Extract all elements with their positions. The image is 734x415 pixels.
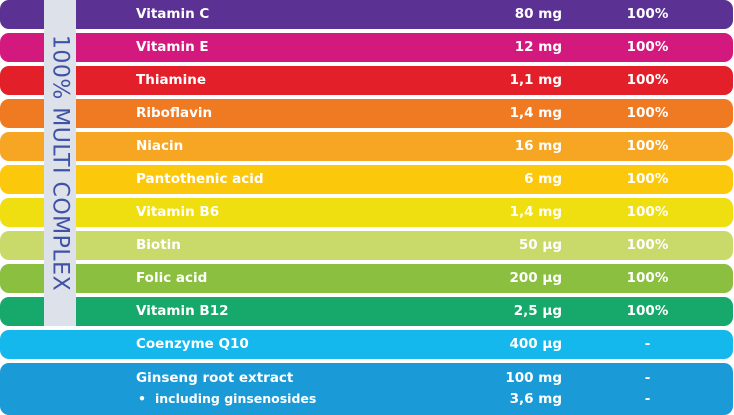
table-row: Vitamin C 80 mg 100% — [0, 0, 733, 29]
table-row: Pantothenic acid 6 mg 100% — [0, 165, 733, 194]
sub-amount: 3,6 mg — [509, 391, 562, 407]
amount: 1,1 mg — [509, 72, 562, 88]
percent: 100% — [626, 237, 669, 253]
amount: 16 mg — [514, 138, 562, 154]
nutrient-name: Pantothenic acid — [136, 171, 264, 187]
percent: 100% — [626, 105, 669, 121]
percent: 100% — [626, 6, 669, 22]
table-row: Ginseng root extract 100 mg - • including gi… — [0, 363, 733, 415]
percent: 100% — [626, 270, 669, 286]
amount: 1,4 mg — [509, 105, 562, 121]
nutrient-name: Vitamin E — [136, 39, 209, 55]
nutrient-name: Vitamin B12 — [136, 303, 229, 319]
nutrient-name: Biotin — [136, 237, 181, 253]
percent: 100% — [626, 72, 669, 88]
nutrient-name: Niacin — [136, 138, 184, 154]
table-row: Vitamin B12 2,5 µg 100% — [0, 297, 733, 326]
percent: 100% — [626, 39, 669, 55]
sub-name: including ginsenosides — [155, 391, 317, 406]
amount: 100 mg — [505, 370, 562, 386]
nutrient-name: Coenzyme Q10 — [136, 336, 249, 352]
nutrient-name: Folic acid — [136, 270, 208, 286]
amount: 1,4 mg — [509, 204, 562, 220]
table-row: Thiamine 1,1 mg 100% — [0, 66, 733, 95]
percent: 100% — [626, 204, 669, 220]
table-row: Coenzyme Q10 400 µg - — [0, 330, 733, 359]
percent: 100% — [626, 138, 669, 154]
table-row: Biotin 50 µg 100% — [0, 231, 733, 260]
amount: 6 mg — [524, 171, 562, 187]
table-row: Vitamin E 12 mg 100% — [0, 33, 733, 62]
sub-percent: - — [644, 391, 651, 407]
amount: 12 mg — [514, 39, 562, 55]
nutrient-name: Ginseng root extract — [136, 370, 294, 386]
bullet: • — [138, 391, 146, 406]
nutrient-name: Riboflavin — [136, 105, 213, 121]
table-row: Folic acid 200 µg 100% — [0, 264, 733, 293]
percent: 100% — [626, 171, 669, 187]
amount: 80 mg — [514, 6, 562, 22]
table-row: Vitamin B6 1,4 mg 100% — [0, 198, 733, 227]
amount: 50 µg — [518, 237, 562, 253]
table-row: Niacin 16 mg 100% — [0, 132, 733, 161]
percent: - — [644, 336, 651, 352]
nutrient-name: Vitamin B6 — [136, 204, 220, 220]
nutrient-name: Thiamine — [136, 72, 207, 88]
table-row: Riboflavin 1,4 mg 100% — [0, 99, 733, 128]
side-label: 100% MULTI COMPLEX — [47, 34, 73, 292]
percent: 100% — [626, 303, 669, 319]
side-strip: 100% MULTI COMPLEX — [44, 0, 76, 326]
percent: - — [644, 370, 651, 386]
amount: 200 µg — [509, 270, 562, 286]
nutrient-name: Vitamin C — [136, 6, 210, 22]
amount: 400 µg — [509, 336, 562, 352]
amount: 2,5 µg — [513, 303, 562, 319]
